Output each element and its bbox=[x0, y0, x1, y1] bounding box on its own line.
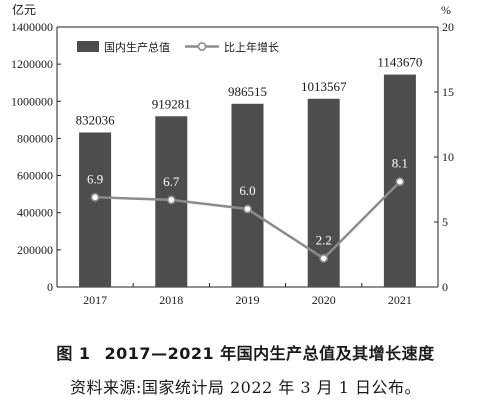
y-tick-right-label: 0 bbox=[442, 280, 448, 294]
y-tick-left-label: 1400000 bbox=[11, 20, 53, 34]
y-tick-left-label: 800000 bbox=[17, 131, 53, 145]
y-axis-left-title: 亿元 bbox=[12, 2, 36, 17]
x-tick-label: 2020 bbox=[312, 293, 336, 307]
legend: 国内生产总值 比上年增长 bbox=[77, 40, 279, 54]
bar-value-label: 1143670 bbox=[377, 55, 422, 70]
bar bbox=[79, 132, 112, 287]
legend-line-marker bbox=[197, 42, 207, 51]
figure-title-text: 2017—2021 年国内生产总值及其增长速度 bbox=[104, 344, 435, 363]
x-tick-label: 2018 bbox=[159, 293, 183, 307]
bar-value-label: 832036 bbox=[76, 112, 116, 127]
growth-point bbox=[166, 195, 176, 205]
legend-line-label: 比上年增长 bbox=[224, 40, 279, 54]
growth-point bbox=[395, 177, 405, 187]
gdp-growth-chart: 0 200000 400000 600000 800000 1000000 1200000 1… bbox=[11, 2, 454, 307]
y-tick-right-label: 15 bbox=[442, 85, 454, 99]
growth-value-label: 2.2 bbox=[316, 232, 332, 247]
growth-point bbox=[319, 253, 329, 263]
growth-value-label: 8.1 bbox=[392, 156, 408, 171]
growth-value-label: 6.7 bbox=[163, 174, 180, 189]
axes: 0 200000 400000 600000 800000 1000000 1200000 1… bbox=[11, 2, 454, 307]
figure-number: 图 1 bbox=[56, 344, 91, 363]
data-labels: 832036 919281 986515 1013567 1143670 6.9 6.7 6.… bbox=[76, 55, 423, 248]
y-tick-right-label: 10 bbox=[442, 150, 454, 164]
y-tick-right-label: 20 bbox=[442, 20, 454, 34]
y-tick-left-label: 200000 bbox=[17, 243, 53, 257]
y-axis-right-title: % bbox=[441, 3, 451, 17]
x-tick-label: 2019 bbox=[236, 293, 260, 307]
y-tick-left-label: 0 bbox=[47, 280, 53, 294]
x-tick-label: 2021 bbox=[388, 293, 412, 307]
legend-bar-label: 国内生产总值 bbox=[104, 40, 170, 54]
y-tick-left-label: 600000 bbox=[17, 169, 53, 183]
y-tick-left-label: 400000 bbox=[17, 206, 53, 220]
bar-value-label: 919281 bbox=[152, 96, 191, 111]
growth-point bbox=[243, 204, 252, 214]
figure-source: 资料来源:国家统计局 2022 年 3 月 1 日公布。 bbox=[70, 378, 421, 397]
x-tick-label: 2017 bbox=[83, 293, 107, 307]
figure-title: 图 1 2017—2021 年国内生产总值及其增长速度 bbox=[0, 340, 491, 364]
y-tick-left-label: 1000000 bbox=[11, 94, 53, 108]
legend-bar-swatch bbox=[77, 41, 99, 52]
y-tick-left-label: 1200000 bbox=[11, 57, 53, 71]
growth-point bbox=[90, 192, 100, 202]
bar-value-label: 986515 bbox=[228, 84, 267, 99]
bar bbox=[231, 103, 264, 287]
growth-value-label: 6.9 bbox=[87, 171, 103, 186]
growth-value-label: 6.0 bbox=[239, 183, 255, 198]
line-series bbox=[90, 177, 405, 263]
bar-value-label: 1013567 bbox=[301, 79, 347, 94]
y-tick-right-label: 5 bbox=[442, 215, 448, 229]
bar-series bbox=[79, 74, 416, 287]
